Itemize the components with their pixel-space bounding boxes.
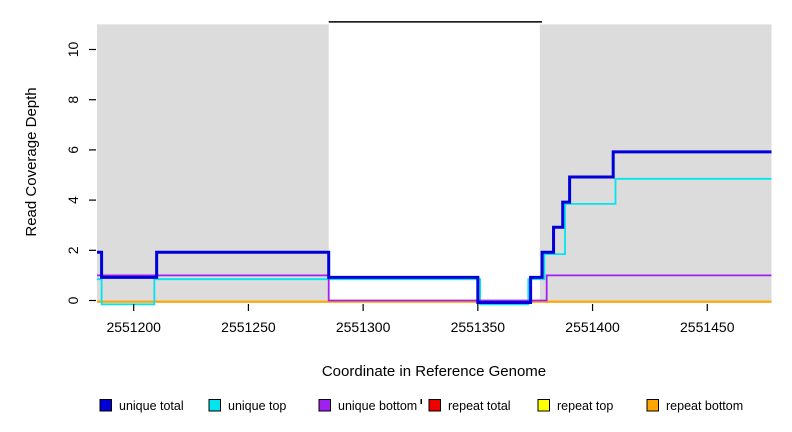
legend-swatch: [428, 399, 441, 412]
x-axis-tick-label: 2551400: [565, 319, 620, 335]
legend-label: unique total: [119, 399, 184, 413]
x-axis-tick-label: 2551350: [451, 319, 506, 335]
chart-legend: unique total unique top unique bottom repea…: [99, 399, 743, 413]
legend-swatch: [646, 399, 659, 412]
repeat-region-rect: [539, 24, 772, 301]
legend-item-repeat-top: repeat top: [537, 399, 613, 413]
legend-item-repeat-bottom: repeat bottom: [646, 399, 743, 413]
repeat-region-shading: [97, 24, 772, 301]
legend-swatch: [208, 399, 221, 412]
repeat-region-rect: [97, 24, 329, 301]
y-axis-tick-label: 2: [65, 246, 81, 254]
x-axis-title: Coordinate in Reference Genome: [322, 363, 546, 380]
stray-mark: [420, 399, 422, 404]
y-axis-tick-label: 6: [65, 146, 81, 154]
legend-item-unique-total: unique total: [99, 399, 184, 413]
series-unique-total-line: [97, 150, 772, 304]
legend-label: unique top: [228, 399, 286, 413]
y-axis-tick-label: 4: [65, 196, 81, 204]
series-layer: [97, 150, 772, 306]
y-axis-tick-label: 0: [65, 296, 81, 304]
legend-label: repeat total: [448, 399, 511, 413]
legend-swatch: [318, 399, 331, 412]
y-axis-tick-label: 10: [65, 42, 81, 58]
legend-swatch: [99, 399, 112, 412]
legend-label: repeat bottom: [666, 399, 743, 413]
y-axis-title: Read Coverage Depth: [23, 87, 40, 236]
legend-item-unique-bottom: unique bottom: [318, 399, 417, 413]
y-axis-tick-label: 8: [65, 96, 81, 104]
axis-layer: 2551200 2551250 2551300 2551350 2551400 25514…: [65, 42, 735, 335]
x-axis-tick-label: 2551200: [106, 319, 161, 335]
legend-label: unique bottom: [338, 399, 417, 413]
series-unique-top-line: [97, 177, 772, 306]
legend-item-unique-top: unique top: [208, 399, 286, 413]
x-axis-tick-label: 2551250: [221, 319, 276, 335]
x-axis-tick-label: 2551450: [680, 319, 735, 335]
legend-item-repeat-total: repeat total: [428, 399, 511, 413]
legend-label: repeat top: [557, 399, 613, 413]
x-axis-tick-label: 2551300: [336, 319, 391, 335]
legend-swatch: [537, 399, 550, 412]
series-unique-bottom-line: [97, 274, 772, 302]
